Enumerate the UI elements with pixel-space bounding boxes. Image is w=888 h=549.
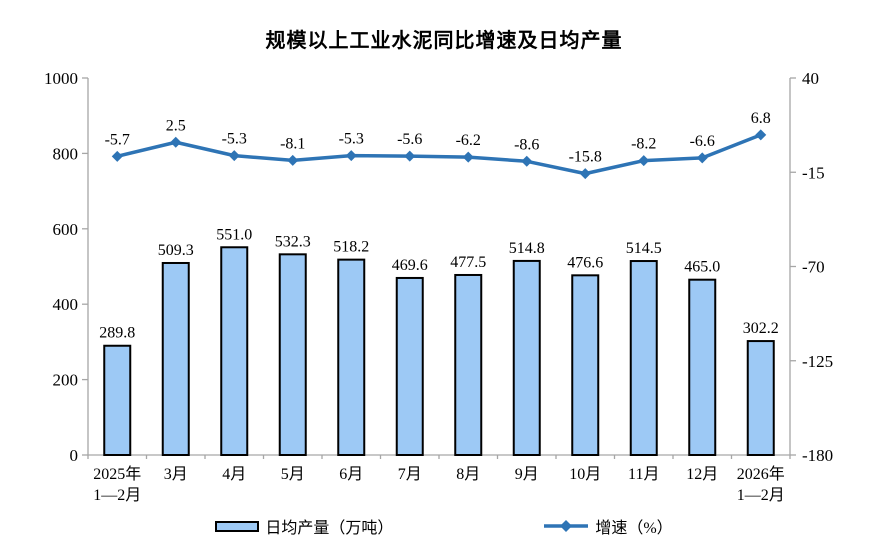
y-axis-right-label: -15 [802,163,825,182]
growth-point [228,150,240,162]
bar [278,253,307,456]
growth-value-label: -6.2 [456,132,481,149]
legend-label-line: 增速（%） [595,520,673,537]
y-axis-left-label: 400 [53,295,79,314]
x-axis-label: 2026年 [737,465,785,483]
growth-point [579,168,591,180]
x-axis-label: 10月 [569,466,601,483]
y-axis-right-label: -70 [802,258,825,277]
x-axis-label: 5月 [281,466,305,483]
bar [220,246,249,456]
growth-point [521,155,533,167]
growth-value-label: 6.8 [751,110,771,127]
bar [571,274,600,457]
growth-point [170,136,182,148]
bar [103,344,132,456]
bar-value-label: 518.2 [333,239,369,256]
growth-value-label: -5.3 [339,131,364,148]
bar [746,340,775,456]
bar-value-label: 532.3 [275,233,311,250]
y-axis-right-label: -125 [802,352,833,371]
bar [161,261,190,456]
growth-point [696,152,708,164]
bar [629,260,658,457]
growth-point [345,150,357,162]
bar-value-label: 289.8 [99,325,135,342]
y-axis-right-label: 40 [802,69,819,88]
growth-value-label: -15.8 [569,149,602,166]
x-axis-label: 11月 [628,466,659,483]
growth-value-label: -5.3 [222,131,247,148]
chart-legend: 日均产量（万吨） 增速（%） [0,511,888,541]
x-axis-label: 9月 [515,466,539,483]
bar-value-label: 477.5 [450,254,486,271]
plot-area: 0 200 400 600 800 1000 40 -15 -70 -125 -180 289.8 50… [44,69,833,504]
growth-point [404,150,416,162]
bar-value-label: 302.2 [743,320,779,337]
x-axis-label: 7月 [398,466,422,483]
legend-label-bar: 日均产量（万吨） [265,520,394,537]
bar [454,273,483,457]
bar-value-label: 551.0 [216,226,252,243]
y-axis-left-label: 800 [53,144,79,163]
legend-item-line: 增速（%） [543,514,673,538]
y-axis-left-label: 0 [70,446,79,465]
bar-value-label: 476.6 [567,254,603,271]
growth-value-label: -8.1 [280,135,305,152]
x-axis-label: 1—2月 [93,487,141,504]
growth-value-label: -5.7 [105,131,130,148]
line-swatch-icon [544,520,589,532]
bar-value-label: 514.8 [509,240,545,257]
y-axis-left-label: 200 [53,371,79,390]
legend-item-bar: 日均产量（万吨） [215,514,393,538]
bar-swatch-icon [215,520,260,532]
bar-value-label: 514.5 [626,240,662,257]
y-axis-left-label: 1000 [44,69,78,88]
growth-value-label: -8.2 [631,136,656,153]
growth-point [755,129,767,141]
growth-point [111,150,123,162]
growth-value-label: 2.5 [166,117,186,134]
x-axis-label: 1—2月 [737,487,785,504]
y-axis-left-label: 600 [53,220,79,239]
bar-value-label: 469.6 [392,257,428,274]
y-axis-right-label: -180 [802,446,833,465]
bar [337,258,366,457]
bar [688,278,717,456]
growth-value-label: -5.6 [397,131,422,148]
bar-value-label: 509.3 [158,242,194,259]
bar [512,259,541,457]
x-axis-label: 3月 [164,466,188,483]
growth-point [638,155,650,167]
x-axis-label: 4月 [222,466,246,483]
x-axis-label: 12月 [686,466,718,483]
x-axis-label: 6月 [339,466,363,483]
growth-value-label: -6.6 [690,133,715,150]
bar [395,276,424,456]
growth-point [287,154,299,166]
x-axis-label: 8月 [456,466,480,483]
x-axis-label: 2025年 [93,465,141,483]
growth-value-label: -8.6 [514,136,539,153]
growth-point [462,151,474,163]
chart-title: 规模以上工业水泥同比增速及日均产量 [265,30,623,52]
bar-value-label: 465.0 [684,259,720,276]
growth-line [115,133,763,176]
